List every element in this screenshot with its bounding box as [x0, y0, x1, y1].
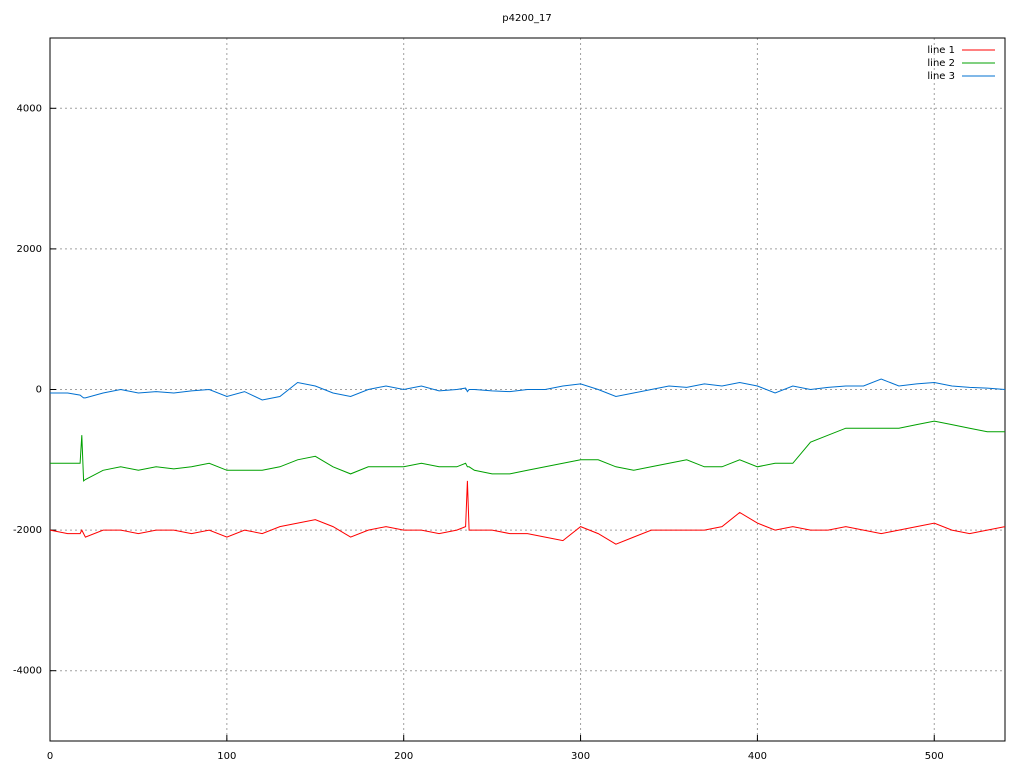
legend-label: line 1 [927, 45, 955, 56]
legend-label: line 2 [927, 58, 955, 69]
x-tick-label: 500 [925, 751, 944, 762]
x-tick-label: 200 [394, 751, 413, 762]
x-tick-label: 400 [748, 751, 767, 762]
chart-title: p4200_17 [502, 13, 552, 24]
y-tick-label: -2000 [13, 525, 42, 536]
y-tick-label: 4000 [17, 103, 42, 114]
x-tick-label: 0 [47, 751, 53, 762]
line-series [49, 480, 1006, 545]
x-tick-label: 100 [217, 751, 236, 762]
y-tick-label: -4000 [13, 666, 42, 677]
x-tick-label: 300 [571, 751, 590, 762]
y-tick-label: 2000 [17, 244, 42, 255]
y-tick-label: 0 [36, 385, 42, 396]
line-series [50, 420, 1005, 482]
line-series [50, 378, 1006, 401]
legend-label: line 3 [927, 71, 955, 82]
